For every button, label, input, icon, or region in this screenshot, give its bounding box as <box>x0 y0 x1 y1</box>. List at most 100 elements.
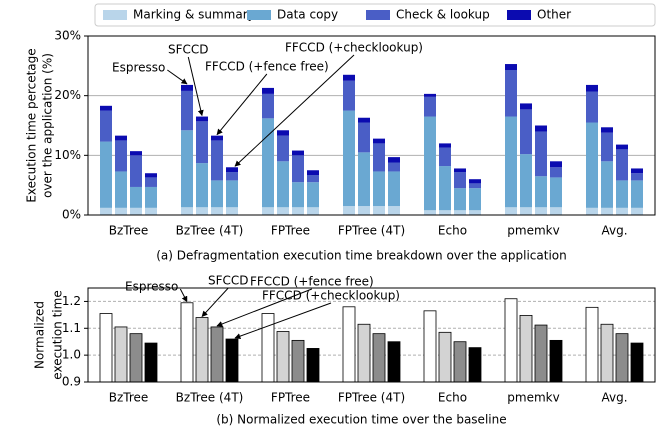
bar-segment <box>388 162 400 172</box>
bar-segment <box>145 173 157 178</box>
bar-segment <box>226 207 238 215</box>
x-tick-label: FPTree <box>271 224 310 238</box>
bar-segment <box>535 131 547 177</box>
bar-segment <box>145 186 157 208</box>
bar-segment <box>601 161 613 208</box>
bar-segment <box>100 105 112 111</box>
bar-segment <box>358 122 370 153</box>
bar-segment <box>292 182 304 208</box>
x-tick-label: BzTree <box>109 391 149 405</box>
bar-segment <box>358 152 370 207</box>
bar-segment <box>181 84 193 91</box>
bar <box>438 331 452 383</box>
bar-segment <box>373 143 385 172</box>
bar-segment <box>343 206 355 215</box>
bar-segment <box>373 138 385 144</box>
bar-segment <box>277 135 289 162</box>
bar-segment <box>505 116 517 208</box>
bar-segment <box>343 74 355 81</box>
x-tick-label: Echo <box>438 391 467 405</box>
bar-segment <box>292 207 304 215</box>
bar-segment <box>307 207 319 215</box>
legend-label: Data copy <box>277 8 338 22</box>
bar-segment <box>226 172 238 181</box>
bar-segment <box>601 132 613 162</box>
bar-segment <box>100 110 112 142</box>
bar-segment <box>586 91 598 123</box>
bar-segment <box>616 149 628 181</box>
bar-segment <box>115 171 127 208</box>
legend-swatch <box>103 10 127 20</box>
x-tick-label: FPTree <box>271 391 310 405</box>
bar-segment <box>262 118 274 208</box>
bar-segment <box>211 135 223 141</box>
bar-segment <box>292 155 304 183</box>
bar-segment <box>196 207 208 215</box>
bar-segment <box>586 84 598 92</box>
bar-segment <box>196 116 208 122</box>
bar-segment <box>388 206 400 215</box>
bar <box>453 341 467 383</box>
bar <box>468 347 482 383</box>
bar-segment <box>145 177 157 187</box>
bar-segment <box>262 87 274 94</box>
annotation-arrow <box>234 54 355 167</box>
annotation: FFCCD (+checklookup) <box>285 41 423 55</box>
bar-segment <box>454 188 466 211</box>
bar-segment <box>631 180 643 208</box>
x-tick-label: BzTree (4T) <box>176 391 244 405</box>
y-axis-label: Execution time percetage <box>25 48 39 202</box>
bar-segment <box>454 210 466 215</box>
bar <box>615 333 629 383</box>
bar <box>549 339 563 383</box>
bar <box>387 341 401 383</box>
bar-segment <box>358 206 370 215</box>
bar-segment <box>115 140 127 172</box>
bar <box>600 323 614 383</box>
bar-segment <box>586 207 598 215</box>
bar <box>129 333 143 383</box>
bar-segment <box>424 93 436 97</box>
bar-segment <box>616 207 628 215</box>
y-tick-label: 1.2 <box>62 294 81 308</box>
legend-swatch <box>247 10 271 20</box>
bar-segment <box>505 70 517 117</box>
bar-segment <box>520 103 532 110</box>
legend-swatch <box>507 10 531 20</box>
bar-segment <box>424 96 436 117</box>
bar-segment <box>469 188 481 211</box>
x-tick-label: Echo <box>438 224 467 238</box>
y-tick-label: 1.1 <box>62 321 81 335</box>
bar-segment <box>439 143 451 148</box>
y-tick-label: 20% <box>54 88 81 102</box>
annotation-arrow <box>216 288 313 327</box>
bar-segment <box>616 144 628 150</box>
y-axis-label: execution time <box>51 290 65 379</box>
bar-segment <box>262 207 274 215</box>
bar-segment <box>343 110 355 207</box>
x-tick-label: Avg. <box>601 224 627 238</box>
bar-segment <box>115 135 127 141</box>
bar-segment <box>262 93 274 119</box>
bar-segment <box>424 116 436 211</box>
bar-segment <box>520 207 532 215</box>
bar-segment <box>454 168 466 173</box>
annotation-arrow <box>179 288 188 303</box>
bar-segment <box>535 176 547 208</box>
bar-segment <box>343 80 355 111</box>
bar <box>99 313 113 383</box>
annotation: FFCCD (+fence free) <box>250 275 374 289</box>
bar <box>144 342 158 383</box>
y-axis-label: over the application (%) <box>41 53 55 198</box>
bar-segment <box>616 180 628 208</box>
bar <box>114 326 128 383</box>
caption: (b) Normalized execution time over the b… <box>216 413 506 427</box>
bar <box>585 306 599 383</box>
caption: (a) Defragmentation execution time break… <box>156 249 566 263</box>
bar <box>372 333 386 383</box>
bar <box>291 339 305 383</box>
bar-segment <box>181 130 193 208</box>
bar-segment <box>145 207 157 215</box>
bar-segment <box>130 155 142 187</box>
